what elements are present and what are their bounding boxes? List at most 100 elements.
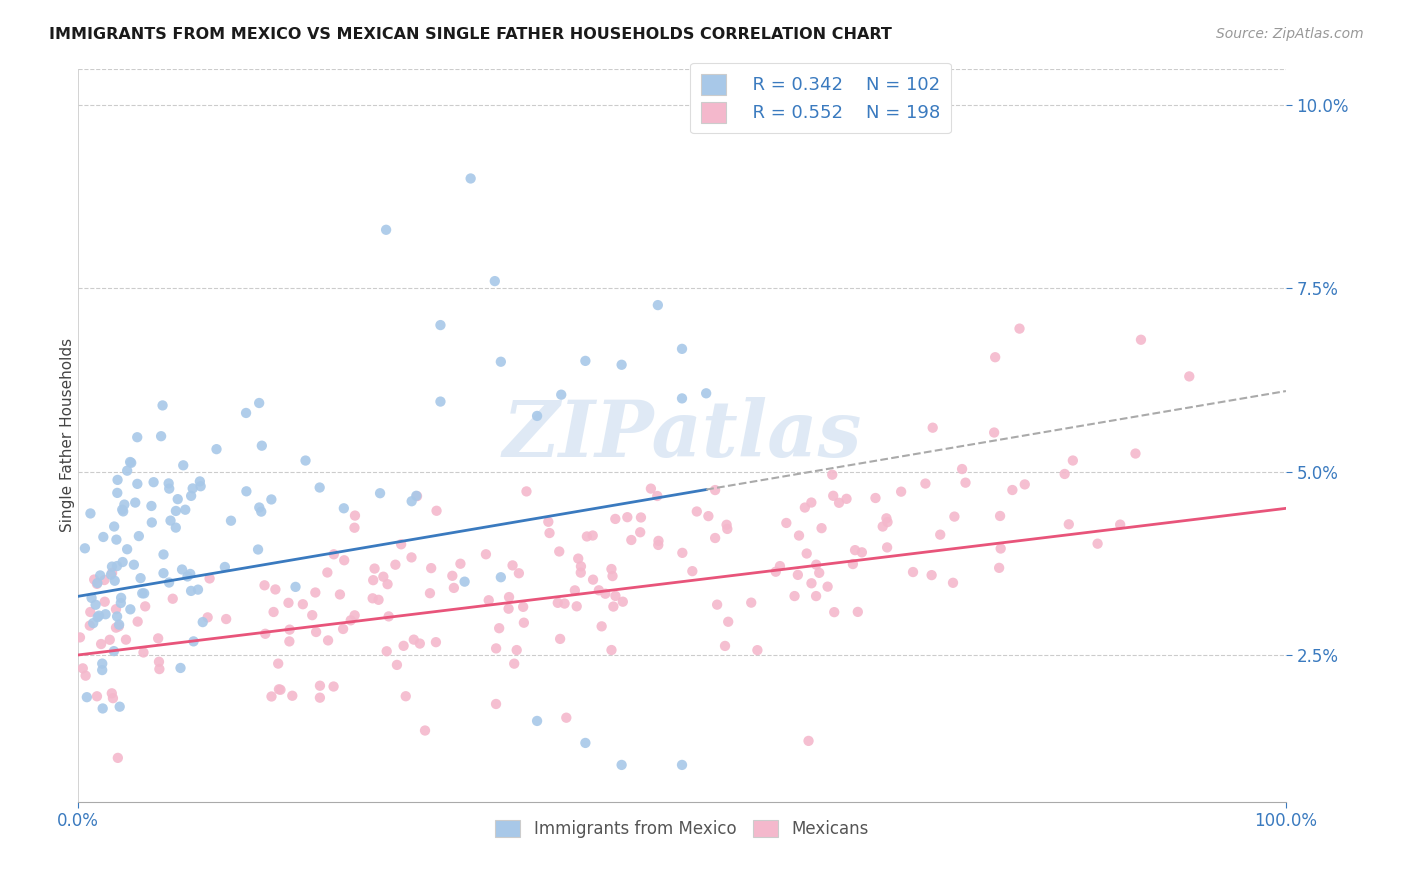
Point [183,634,205,648]
Point [406,489,429,503]
Point [322,547,344,561]
Point [747,643,769,657]
Point [485,641,508,656]
Point [512,599,534,614]
Point [152,548,174,562]
Point [443,581,465,595]
Point [134,586,156,600]
Point [250,439,273,453]
Point [191,615,214,629]
Point [104,574,127,588]
Point [515,484,537,499]
Point [101,691,124,706]
Point [914,476,936,491]
Point [148,662,170,676]
Point [247,500,270,515]
Point [197,610,219,624]
Point [478,593,501,607]
Point [152,399,174,413]
Point [98,632,121,647]
Point [1062,453,1084,467]
Point [86,690,108,704]
Point [475,547,498,561]
Point [107,751,129,765]
Point [740,596,762,610]
Point [695,386,717,401]
Point [630,510,652,524]
Point [368,486,391,500]
Point [120,455,142,469]
Point [103,644,125,658]
Point [329,587,352,601]
Point [278,623,301,637]
Point [548,632,571,646]
Point [148,655,170,669]
Point [166,492,188,507]
Point [264,582,287,597]
Point [84,598,107,612]
Point [640,482,662,496]
Point [810,521,832,535]
Point [595,587,617,601]
Point [86,576,108,591]
Point [127,476,149,491]
Point [165,520,187,534]
Point [503,657,526,671]
Point [124,495,146,509]
Point [1130,333,1153,347]
Point [219,514,242,528]
Point [377,609,399,624]
Point [343,508,366,523]
Point [550,387,572,401]
Point [76,690,98,705]
Point [526,714,548,728]
Point [73,541,96,556]
Point [93,595,115,609]
Point [485,697,508,711]
Point [91,530,114,544]
Point [984,350,1007,364]
Point [537,515,560,529]
Point [361,591,384,606]
Text: ZIPatlas: ZIPatlas [502,397,862,474]
Point [322,680,344,694]
Point [425,635,447,649]
Point [111,555,134,569]
Point [187,582,209,597]
Point [671,392,693,406]
Point [610,758,633,772]
Point [235,406,257,420]
Point [165,504,187,518]
Point [929,527,952,541]
Point [305,625,328,640]
Point [704,483,727,497]
Point [105,559,128,574]
Point [591,619,613,633]
Point [80,591,103,605]
Point [101,686,124,700]
Point [775,516,797,530]
Point [83,573,105,587]
Point [647,298,669,312]
Point [142,475,165,490]
Point [127,430,149,444]
Point [157,482,180,496]
Point [409,636,432,650]
Point [180,583,202,598]
Point [115,464,138,478]
Point [628,525,651,540]
Point [686,504,709,518]
Point [600,643,623,657]
Point [647,538,669,552]
Point [260,492,283,507]
Point [309,690,332,705]
Point [988,561,1011,575]
Point [983,425,1005,440]
Point [316,633,339,648]
Point [110,596,132,610]
Point [1125,446,1147,460]
Point [505,643,527,657]
Point [79,507,101,521]
Point [253,578,276,592]
Point [169,661,191,675]
